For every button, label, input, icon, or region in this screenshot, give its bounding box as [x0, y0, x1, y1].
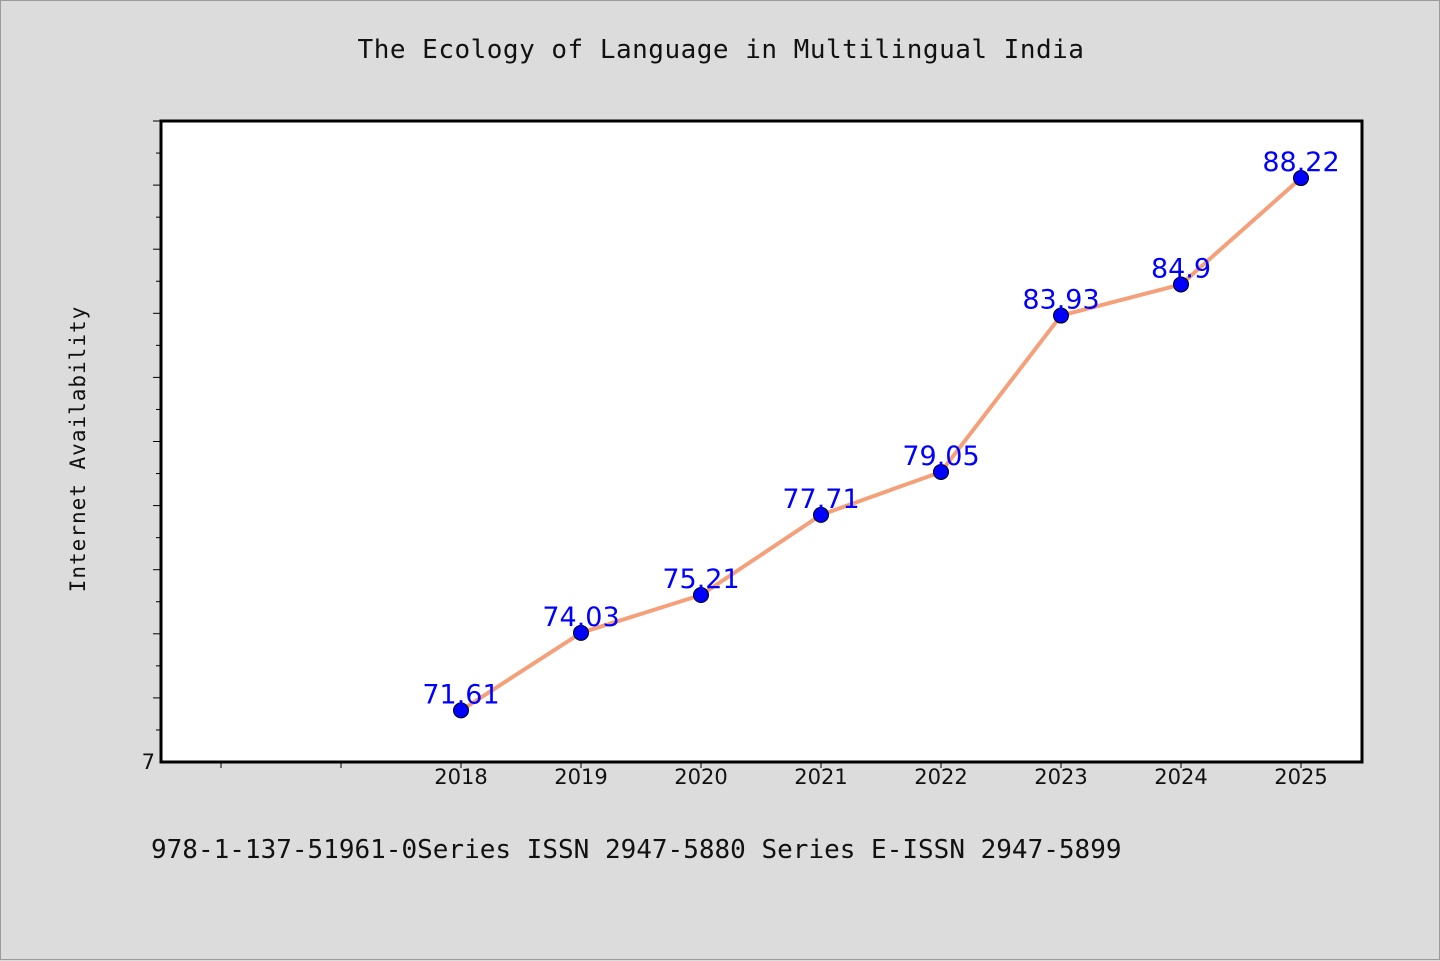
x-tick-label: 2018 — [434, 765, 487, 789]
x-tick-label: 2021 — [794, 765, 847, 789]
data-point — [1293, 170, 1309, 187]
data-label: 75.21 — [662, 564, 739, 595]
plot-background — [159, 119, 1364, 764]
x-axis-ticks: 2018 2019 2020 2021 2022 2023 2024 2025 — [220, 762, 1328, 789]
data-label: 79.05 — [902, 441, 979, 472]
data-label: 71.61 — [422, 679, 499, 710]
data-label: 74.03 — [542, 602, 619, 633]
chart-title: The Ecology of Language in Multilingual … — [357, 35, 1085, 65]
y-tick-label: 7 — [142, 750, 155, 774]
data-point — [573, 624, 589, 641]
data-point — [1053, 307, 1069, 324]
data-labels-group: 71.61 74.03 75.21 77.71 79.05 83.93 84.9 88.22 — [422, 147, 1339, 710]
x-tick-label: 2023 — [1034, 765, 1087, 789]
data-label: 88.22 — [1262, 147, 1339, 178]
x-tick-label: 2020 — [674, 765, 727, 789]
data-point — [933, 463, 949, 480]
data-point — [1173, 276, 1189, 293]
data-label: 84.9 — [1151, 253, 1211, 284]
data-label: 83.93 — [1022, 285, 1099, 316]
data-point — [453, 702, 469, 719]
x-tick-label: 2019 — [554, 765, 607, 789]
data-label: 77.71 — [782, 484, 859, 515]
x-tick-label: 2022 — [914, 765, 967, 789]
series-group — [453, 170, 1309, 719]
y-axis-ticks: 7 — [142, 120, 161, 774]
x-tick-label: 2025 — [1274, 765, 1327, 789]
series-line — [459, 176, 1303, 713]
x-tick-label: 2024 — [1154, 765, 1207, 789]
footer-isbn-text: 978-1-137-51961-0Series ISSN 2947-5880 S… — [151, 835, 1122, 865]
data-point — [813, 506, 829, 523]
data-point — [693, 587, 709, 604]
